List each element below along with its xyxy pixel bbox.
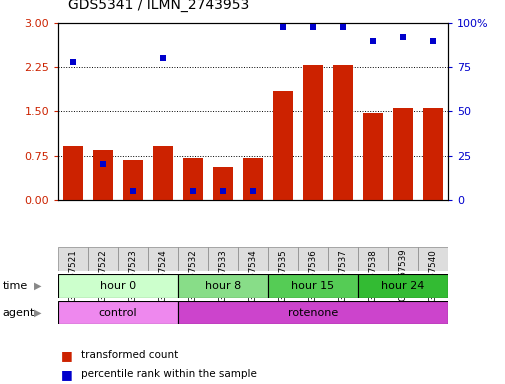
Text: GSM567523: GSM567523 — [128, 249, 137, 301]
Point — [99, 161, 107, 167]
Bar — [417, 247, 447, 271]
Bar — [208, 247, 237, 271]
Bar — [237, 247, 268, 271]
Text: GSM567522: GSM567522 — [98, 249, 108, 301]
Bar — [297, 247, 327, 271]
Text: control: control — [98, 308, 137, 318]
Bar — [58, 301, 178, 324]
Point — [368, 38, 376, 44]
Point — [308, 23, 316, 30]
Bar — [243, 159, 262, 200]
Bar — [178, 274, 268, 298]
Text: ■: ■ — [61, 368, 72, 381]
Text: percentile rank within the sample: percentile rank within the sample — [81, 369, 257, 379]
Text: GSM567537: GSM567537 — [338, 249, 347, 301]
Bar — [148, 247, 178, 271]
Bar — [422, 108, 442, 200]
Bar — [357, 274, 447, 298]
Text: agent: agent — [3, 308, 35, 318]
Point — [398, 34, 406, 40]
Bar — [392, 108, 412, 200]
Point — [159, 55, 167, 61]
Bar — [387, 247, 417, 271]
Bar — [357, 247, 387, 271]
Point — [189, 188, 197, 194]
Point — [129, 188, 137, 194]
Text: ▶: ▶ — [34, 308, 42, 318]
Bar — [268, 247, 297, 271]
Text: ■: ■ — [61, 349, 72, 362]
Text: hour 8: hour 8 — [205, 281, 241, 291]
Text: hour 15: hour 15 — [291, 281, 334, 291]
Bar — [58, 274, 178, 298]
Point — [248, 188, 257, 194]
Text: GSM567539: GSM567539 — [397, 249, 407, 301]
Bar — [268, 274, 357, 298]
Text: GSM567540: GSM567540 — [427, 249, 436, 301]
Bar — [58, 247, 88, 271]
Text: GSM567535: GSM567535 — [278, 249, 287, 301]
Text: transformed count: transformed count — [81, 350, 178, 360]
Bar — [178, 301, 447, 324]
Text: hour 24: hour 24 — [380, 281, 424, 291]
Bar — [123, 160, 142, 200]
Bar — [183, 159, 203, 200]
Bar — [273, 91, 292, 200]
Bar — [213, 167, 232, 200]
Text: hour 0: hour 0 — [100, 281, 136, 291]
Text: GDS5341 / ILMN_2743953: GDS5341 / ILMN_2743953 — [68, 0, 249, 12]
Text: GSM567538: GSM567538 — [368, 249, 377, 301]
Bar — [63, 146, 83, 200]
Point — [219, 188, 227, 194]
Text: time: time — [3, 281, 28, 291]
Bar — [118, 247, 148, 271]
Bar — [153, 146, 173, 200]
Bar — [178, 247, 208, 271]
Text: GSM567532: GSM567532 — [188, 249, 197, 301]
Text: GSM567521: GSM567521 — [69, 249, 78, 301]
Text: ▶: ▶ — [34, 281, 42, 291]
Point — [338, 23, 346, 30]
Text: GSM567536: GSM567536 — [308, 249, 317, 301]
Bar — [93, 150, 113, 200]
Bar — [302, 65, 322, 200]
Bar — [332, 65, 352, 200]
Text: GSM567534: GSM567534 — [248, 249, 257, 301]
Bar — [88, 247, 118, 271]
Text: GSM567524: GSM567524 — [158, 249, 167, 301]
Point — [278, 23, 286, 30]
Text: GSM567533: GSM567533 — [218, 249, 227, 301]
Point — [69, 59, 77, 65]
Bar — [363, 113, 382, 200]
Bar — [327, 247, 357, 271]
Point — [428, 38, 436, 44]
Text: rotenone: rotenone — [287, 308, 337, 318]
